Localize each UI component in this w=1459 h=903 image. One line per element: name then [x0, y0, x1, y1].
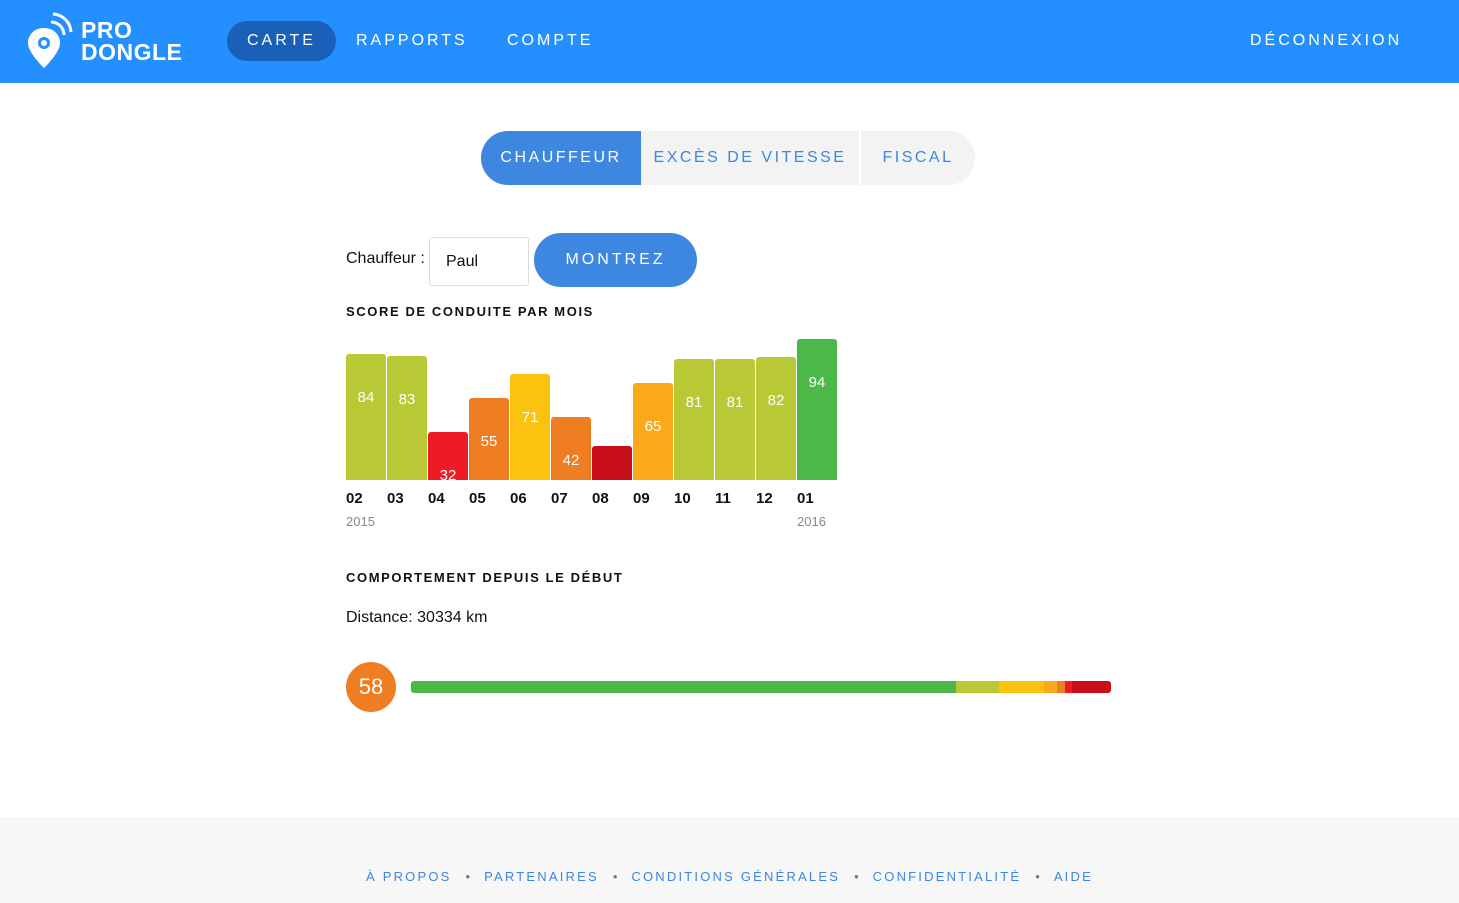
- monthly-score-title: SCORE DE CONDUITE PAR MOIS: [346, 304, 594, 319]
- footer-separator: •: [854, 869, 859, 884]
- chart-year-label: 2016: [797, 514, 826, 529]
- brand-name-line2: DONGLE: [81, 39, 183, 65]
- chart-bar: [428, 432, 468, 480]
- chart-bar: [346, 354, 386, 480]
- chart-bar-value: 55: [480, 432, 498, 450]
- footer-link-conditions-generales[interactable]: CONDITIONS GÉNÉRALES: [631, 869, 841, 884]
- footer-links: À PROPOS • PARTENAIRES • CONDITIONS GÉNÉRALE…: [0, 869, 1459, 884]
- score-breakdown-bar: [411, 681, 1111, 693]
- chart-bar: [674, 358, 714, 480]
- score-breakdown-segment: [998, 681, 1044, 693]
- chart-bar-value: 81: [726, 393, 744, 411]
- monthly-score-chart: 84 02 83 03 32 04 55 05 71 06 42 07 3 08 65 09 81 10 81 11 8…: [346, 330, 846, 540]
- chart-month-label: 02: [346, 490, 363, 507]
- location-pin-signal-icon: [28, 12, 73, 68]
- show-button[interactable]: MONTREZ: [534, 233, 697, 287]
- chart-bar: [633, 382, 673, 480]
- chart-bar: [592, 446, 632, 480]
- logo[interactable]: PRO DONGLE: [26, 10, 206, 72]
- tab-chauffeur[interactable]: CHAUFFEUR: [481, 131, 641, 185]
- chart-bar: [715, 358, 755, 480]
- chart-bar: [469, 397, 509, 480]
- nav-rapports[interactable]: RAPPORTS: [356, 32, 468, 49]
- chart-month-label: 07: [551, 490, 568, 507]
- footer-separator: •: [612, 869, 618, 884]
- chart-year-label: 2015: [346, 514, 375, 529]
- chart-bar-value: 71: [521, 408, 539, 426]
- footer-link-partenaires[interactable]: PARTENAIRES: [484, 869, 599, 884]
- distance-text: Distance: 30334 km: [346, 609, 488, 626]
- driver-input[interactable]: [429, 237, 529, 286]
- score-breakdown-segment: [1065, 681, 1072, 693]
- chart-bar-value: 84: [357, 389, 375, 406]
- nav-carte[interactable]: CARTE: [227, 21, 336, 61]
- brand-name-line1: PRO: [81, 17, 133, 43]
- chart-bar-value: 94: [808, 374, 826, 391]
- chart-month-label: 08: [592, 490, 609, 507]
- chart-bar-value: 65: [644, 417, 662, 435]
- footer-separator: •: [465, 869, 471, 884]
- score-breakdown-segment: [1057, 681, 1066, 693]
- report-tabs: CHAUFFEUR EXCÈS DE VITESSE FISCAL: [481, 131, 975, 185]
- chart-month-label: 03: [387, 490, 404, 507]
- chart-month-label: 05: [469, 490, 486, 507]
- chart-month-label: 06: [510, 490, 527, 507]
- logout-link[interactable]: DÉCONNEXION: [1250, 32, 1403, 49]
- chart-month-label: 01: [797, 490, 814, 507]
- chart-bar-value: 3: [607, 481, 617, 498]
- chart-month-label: 04: [428, 490, 445, 507]
- chart-bar-value: 32: [439, 467, 457, 484]
- footer-separator: •: [1035, 869, 1040, 884]
- score-breakdown-segment: [1071, 681, 1111, 693]
- chart-bar: [756, 357, 796, 480]
- footer-link-a-propos[interactable]: À PROPOS: [366, 869, 452, 884]
- score-breakdown-segment: [1043, 681, 1058, 693]
- score-breakdown-segment: [411, 681, 957, 693]
- chart-bar-value: 83: [398, 390, 416, 408]
- footer-link-confidentialite[interactable]: CONFIDENTIALITÉ: [872, 869, 1022, 884]
- chart-bar: [797, 339, 837, 480]
- chart-bar: [387, 355, 427, 480]
- chart-month-label: 10: [674, 490, 691, 507]
- chart-bar: [551, 417, 591, 480]
- chart-bar-value: 81: [685, 393, 703, 411]
- chart-bar-value: 82: [767, 392, 785, 409]
- footer-link-aide[interactable]: AIDE: [1053, 869, 1093, 884]
- chart-month-label: 12: [756, 490, 773, 507]
- chart-bar-value: 42: [562, 452, 580, 469]
- top-navigation-bar: PRO DONGLE CARTE RAPPORTS COMPTE DÉCONNE…: [0, 0, 1459, 83]
- driver-label: Chauffeur :: [346, 250, 425, 267]
- chart-month-label: 11: [715, 490, 731, 507]
- behaviour-title: COMPORTEMENT DEPUIS LE DÉBUT: [346, 570, 624, 585]
- score-breakdown-segment: [956, 681, 999, 693]
- tab-exces-de-vitesse[interactable]: EXCÈS DE VITESSE: [641, 131, 861, 185]
- footer: À PROPOS • PARTENAIRES • CONDITIONS GÉNÉRALE…: [0, 817, 1459, 903]
- chart-bar: [510, 373, 550, 480]
- overall-score-badge: 58: [346, 662, 396, 712]
- tab-fiscal[interactable]: FISCAL: [882, 149, 954, 166]
- nav-compte[interactable]: COMPTE: [507, 32, 594, 49]
- chart-month-label: 09: [633, 490, 650, 507]
